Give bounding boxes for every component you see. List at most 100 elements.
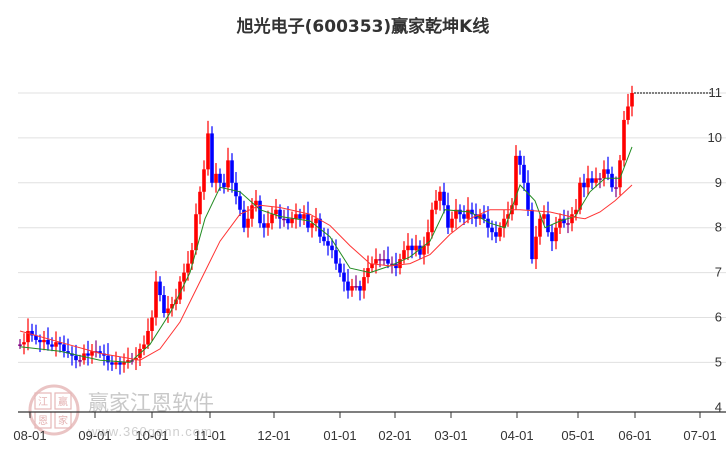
y-tick-label: 11 [709, 85, 723, 100]
watermark: 江 赢 恩 家 赢家江恩软件 www.360gann.com [28, 384, 214, 439]
candle-body [590, 178, 594, 183]
watermark-brand: 赢家江恩软件 [88, 391, 214, 415]
svg-text:恩: 恩 [38, 415, 48, 427]
candle-body [162, 295, 166, 314]
candle-body [502, 218, 506, 228]
candle-body [114, 362, 118, 365]
candle-body [282, 218, 286, 221]
candle-body [218, 173, 222, 183]
candle-body [458, 209, 462, 215]
candle-body [542, 214, 546, 219]
candle-body [582, 182, 586, 188]
candle-body [434, 200, 438, 210]
x-tick-label: 09-01 [78, 428, 111, 443]
x-tick-label: 06-01 [618, 428, 651, 443]
candle-body [146, 330, 150, 345]
candle-body [446, 205, 450, 228]
candle-body [42, 339, 46, 343]
svg-text:江: 江 [38, 396, 48, 408]
candle-body [30, 330, 34, 336]
candle-body [378, 259, 382, 261]
candle-body [570, 214, 574, 224]
moving-averages [19, 92, 712, 363]
candle-body [626, 106, 630, 120]
candle-body [198, 191, 202, 215]
candle-body [518, 155, 522, 165]
candle-body [170, 304, 174, 309]
candle-body [254, 200, 258, 206]
candle-body [262, 223, 266, 228]
candle-body [386, 259, 390, 264]
candle-body [618, 160, 622, 188]
candle-body [178, 281, 182, 300]
candle-body [70, 353, 74, 356]
candle-body [630, 93, 634, 107]
candle-body [18, 344, 22, 346]
x-tick-label: 04-01 [500, 428, 533, 443]
candle-body [270, 214, 274, 224]
candle-body [362, 277, 366, 291]
x-tick-label: 07-01 [683, 428, 716, 443]
candle-body [538, 218, 542, 237]
candle-body [430, 209, 434, 233]
candle-body [526, 182, 530, 210]
axes: 08-01 09-01 10-01 11-01 12-01 01-01 02-01 03-01… [13, 411, 726, 443]
candle-body [546, 214, 550, 233]
candle-body [594, 178, 598, 183]
candle-body [426, 232, 430, 246]
watermark-url: www.360gann.com [87, 424, 213, 439]
candle-body [290, 218, 294, 224]
candle-body [50, 344, 54, 347]
candle-body [578, 182, 582, 210]
candle-body [358, 286, 362, 291]
candle-body [274, 209, 278, 215]
ma-long-line [19, 184, 633, 361]
candle-body [222, 182, 226, 188]
candle-body [266, 223, 270, 228]
candle-body [166, 308, 170, 314]
candle-body [390, 263, 394, 266]
candle-body [234, 182, 238, 197]
candle-body [490, 227, 494, 233]
candle-body [210, 133, 214, 183]
candle-body [110, 362, 114, 365]
x-tick-label: 01-01 [323, 428, 356, 443]
candle-body [398, 259, 402, 269]
candle-body [422, 245, 426, 255]
candle-body [514, 155, 518, 206]
candle-body [598, 178, 602, 180]
candle-body [462, 214, 466, 219]
candle-body [258, 200, 262, 224]
candle-body [562, 218, 566, 224]
candle-body [478, 214, 482, 219]
candle-body [142, 344, 146, 349]
candle-body [470, 209, 474, 215]
y-tick-label: 10 [708, 130, 722, 145]
y-tick-label: 7 [715, 265, 722, 280]
candle-body [614, 187, 618, 189]
seal-icon: 江 赢 恩 家 [28, 384, 80, 436]
candle-body [382, 259, 386, 261]
candle-body [550, 232, 554, 242]
candle-body [182, 272, 186, 282]
candle-body [118, 362, 122, 365]
candle-body [350, 286, 354, 291]
candle-body [106, 355, 110, 363]
candle-body [486, 218, 490, 228]
candle-body [374, 259, 378, 264]
candle-body [442, 191, 446, 206]
candle-body [278, 209, 282, 219]
ma-short-line [19, 146, 633, 363]
candle-body [90, 351, 94, 356]
candle-body [250, 205, 254, 219]
candle-body [346, 281, 350, 291]
y-tick-label: 4 [715, 399, 722, 414]
y-tick-label: 9 [715, 175, 722, 190]
candle-body [466, 209, 470, 219]
candle-body [574, 209, 578, 215]
candle-body [450, 218, 454, 228]
candle-body [354, 286, 358, 288]
candle-body [402, 250, 406, 260]
candle-body [586, 178, 590, 188]
